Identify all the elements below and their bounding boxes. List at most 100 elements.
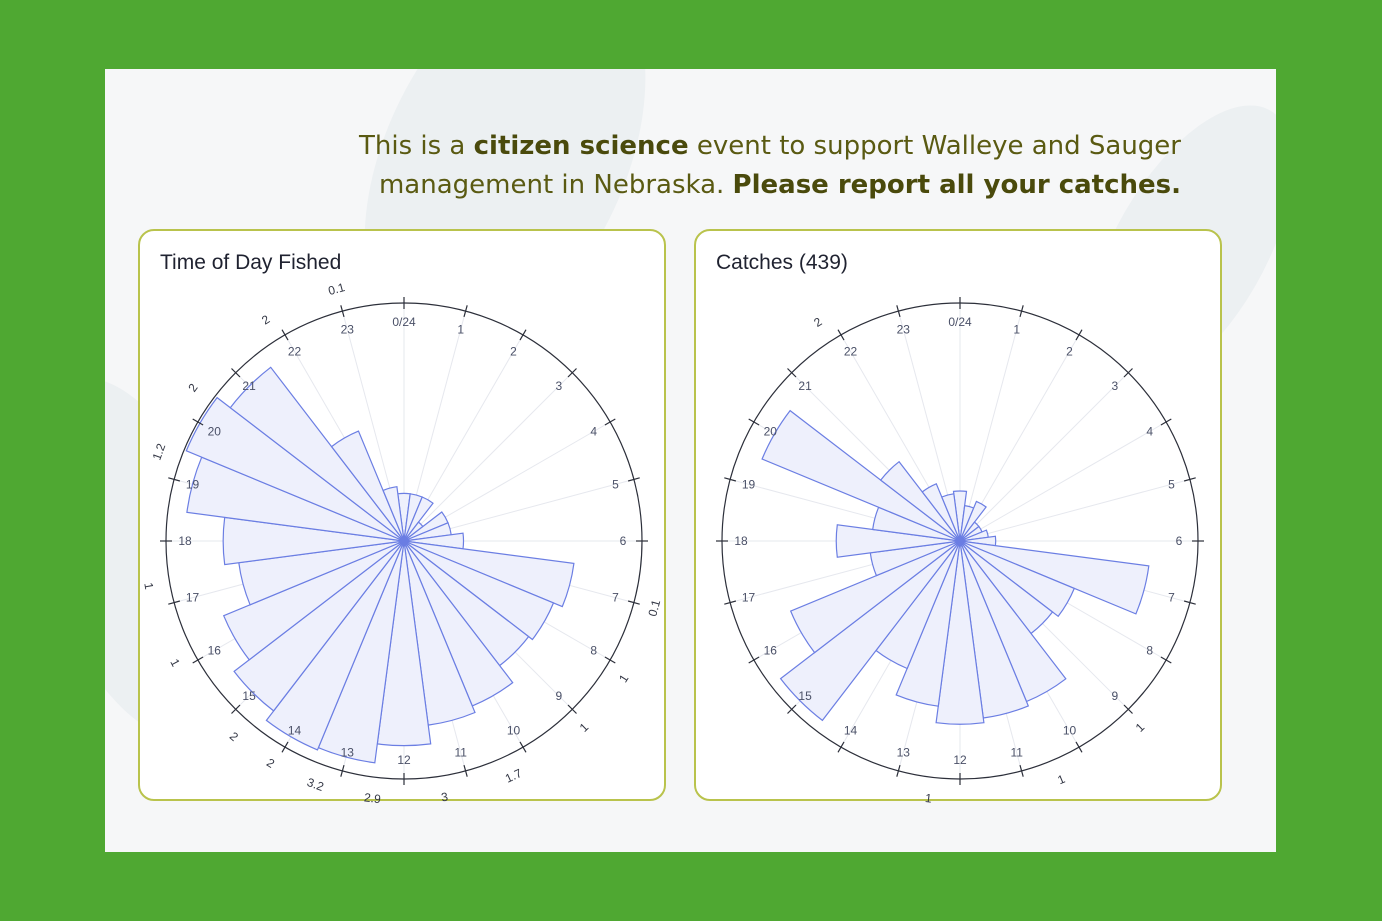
angle-tick	[896, 764, 901, 777]
angle-label: 10	[1063, 724, 1077, 738]
angle-label: 23	[897, 323, 911, 337]
radial-value-label: 2	[227, 729, 241, 744]
angle-tick	[340, 305, 345, 318]
angle-tick	[231, 704, 241, 714]
angle-tick	[1075, 741, 1083, 753]
angle-label: 18	[178, 534, 192, 548]
bar-15	[233, 540, 405, 712]
angle-tick	[787, 368, 797, 378]
angle-label: 19	[742, 477, 756, 491]
angle-label: 23	[341, 323, 355, 337]
angle-label: 16	[764, 644, 778, 658]
radial-value-label: 2	[259, 312, 272, 328]
angle-label: 13	[897, 746, 911, 760]
catches-title: Catches (439)	[716, 251, 848, 274]
radial-value-label: 3.2	[305, 775, 326, 794]
bar-2	[403, 496, 434, 542]
grid-line	[959, 372, 1129, 542]
angle-label: 16	[208, 644, 222, 658]
intro-text-part: management in Nebraska.	[378, 170, 733, 200]
angle-label: 12	[953, 753, 967, 767]
angle-label: 5	[612, 477, 619, 491]
angle-tick	[1183, 477, 1196, 482]
radial-value-label: 3	[440, 789, 449, 803]
center-hub	[955, 536, 965, 546]
angle-label: 4	[590, 425, 597, 439]
radial-value-label: 1	[1055, 772, 1067, 788]
radial-value-label: 1.7	[503, 766, 524, 786]
time-of-day-title: Time of Day Fished	[160, 251, 342, 274]
angle-label: 20	[208, 425, 222, 439]
intro-text-part: event to support Walleye and Sauger	[688, 131, 1181, 161]
angle-label: 12	[397, 753, 411, 767]
angle-label: 8	[1146, 644, 1153, 658]
bar-23	[941, 493, 961, 542]
angle-tick	[1123, 704, 1133, 714]
angle-tick	[567, 368, 577, 378]
angle-label: 21	[798, 379, 812, 393]
bar-21	[229, 366, 405, 542]
angle-tick	[567, 704, 577, 714]
intro-line-2: management in Nebraska. Please report al…	[255, 166, 1181, 205]
angle-label: 2	[510, 344, 517, 358]
bar-7	[403, 540, 575, 608]
angle-label: 7	[612, 591, 619, 605]
angle-tick	[748, 418, 760, 426]
angle-label: 0/24	[948, 315, 972, 329]
grid-line	[959, 421, 1167, 542]
angle-tick	[281, 329, 289, 341]
radial-value-label: 2.9	[363, 790, 382, 803]
angle-label: 1	[1013, 323, 1020, 337]
angle-label: 3	[1112, 379, 1119, 393]
bar-0-24	[952, 490, 968, 542]
content-panel: This is a citizen science event to suppo…	[105, 69, 1276, 852]
angle-tick	[463, 764, 468, 777]
angle-tick	[1183, 600, 1196, 605]
angle-label: 15	[798, 689, 812, 703]
angle-label: 19	[186, 477, 200, 491]
angle-label: 9	[1112, 689, 1119, 703]
catches-card: Catches (439) 0/24 1 2 3 4 5 6 7 8 9 10 11 12 13 14 15 1…	[694, 229, 1222, 803]
angle-tick	[627, 600, 640, 605]
radial-value-label: 2	[264, 755, 277, 771]
intro-emphasis: citizen science	[473, 131, 689, 161]
angle-label: 15	[242, 689, 256, 703]
angle-label: 18	[734, 534, 748, 548]
angle-tick	[1075, 329, 1083, 341]
radial-value-label: 1	[1133, 720, 1148, 735]
angle-label: 4	[1146, 425, 1153, 439]
angle-tick	[281, 741, 289, 753]
angle-label: 13	[341, 746, 355, 760]
center-hub	[399, 536, 409, 546]
intro-text-part: This is a	[358, 131, 474, 161]
bar-18	[835, 524, 961, 558]
bar-8	[403, 540, 555, 641]
angle-tick	[1160, 656, 1172, 664]
bar-23	[382, 486, 405, 542]
bar-21	[879, 460, 961, 542]
angle-label: 6	[1176, 534, 1183, 548]
angle-tick	[192, 656, 204, 664]
angle-label: 5	[1168, 477, 1175, 491]
angle-label: 8	[590, 644, 597, 658]
bar-12	[935, 540, 985, 725]
time-of-day-polar-chart: 0/24123456789101112131415161718192021222…	[141, 280, 663, 803]
catches-polar-chart: 0/24123456789101112131415161718192021222…	[716, 297, 1204, 803]
radial-value-label: 1	[924, 791, 933, 803]
grid-line	[959, 310, 1023, 542]
grid-line	[403, 372, 573, 542]
grid-line	[959, 478, 1191, 542]
angle-tick	[519, 741, 527, 753]
radial-value-label: 1	[616, 672, 632, 685]
angle-tick	[748, 656, 760, 664]
angle-tick	[604, 418, 616, 426]
angle-tick	[787, 704, 797, 714]
bar-16	[222, 540, 405, 661]
angle-label: 10	[507, 724, 521, 738]
angle-label: 3	[556, 379, 563, 393]
bar-8	[959, 540, 1076, 618]
bar-15	[779, 540, 961, 722]
angle-label: 11	[454, 746, 467, 760]
angle-tick	[192, 418, 204, 426]
